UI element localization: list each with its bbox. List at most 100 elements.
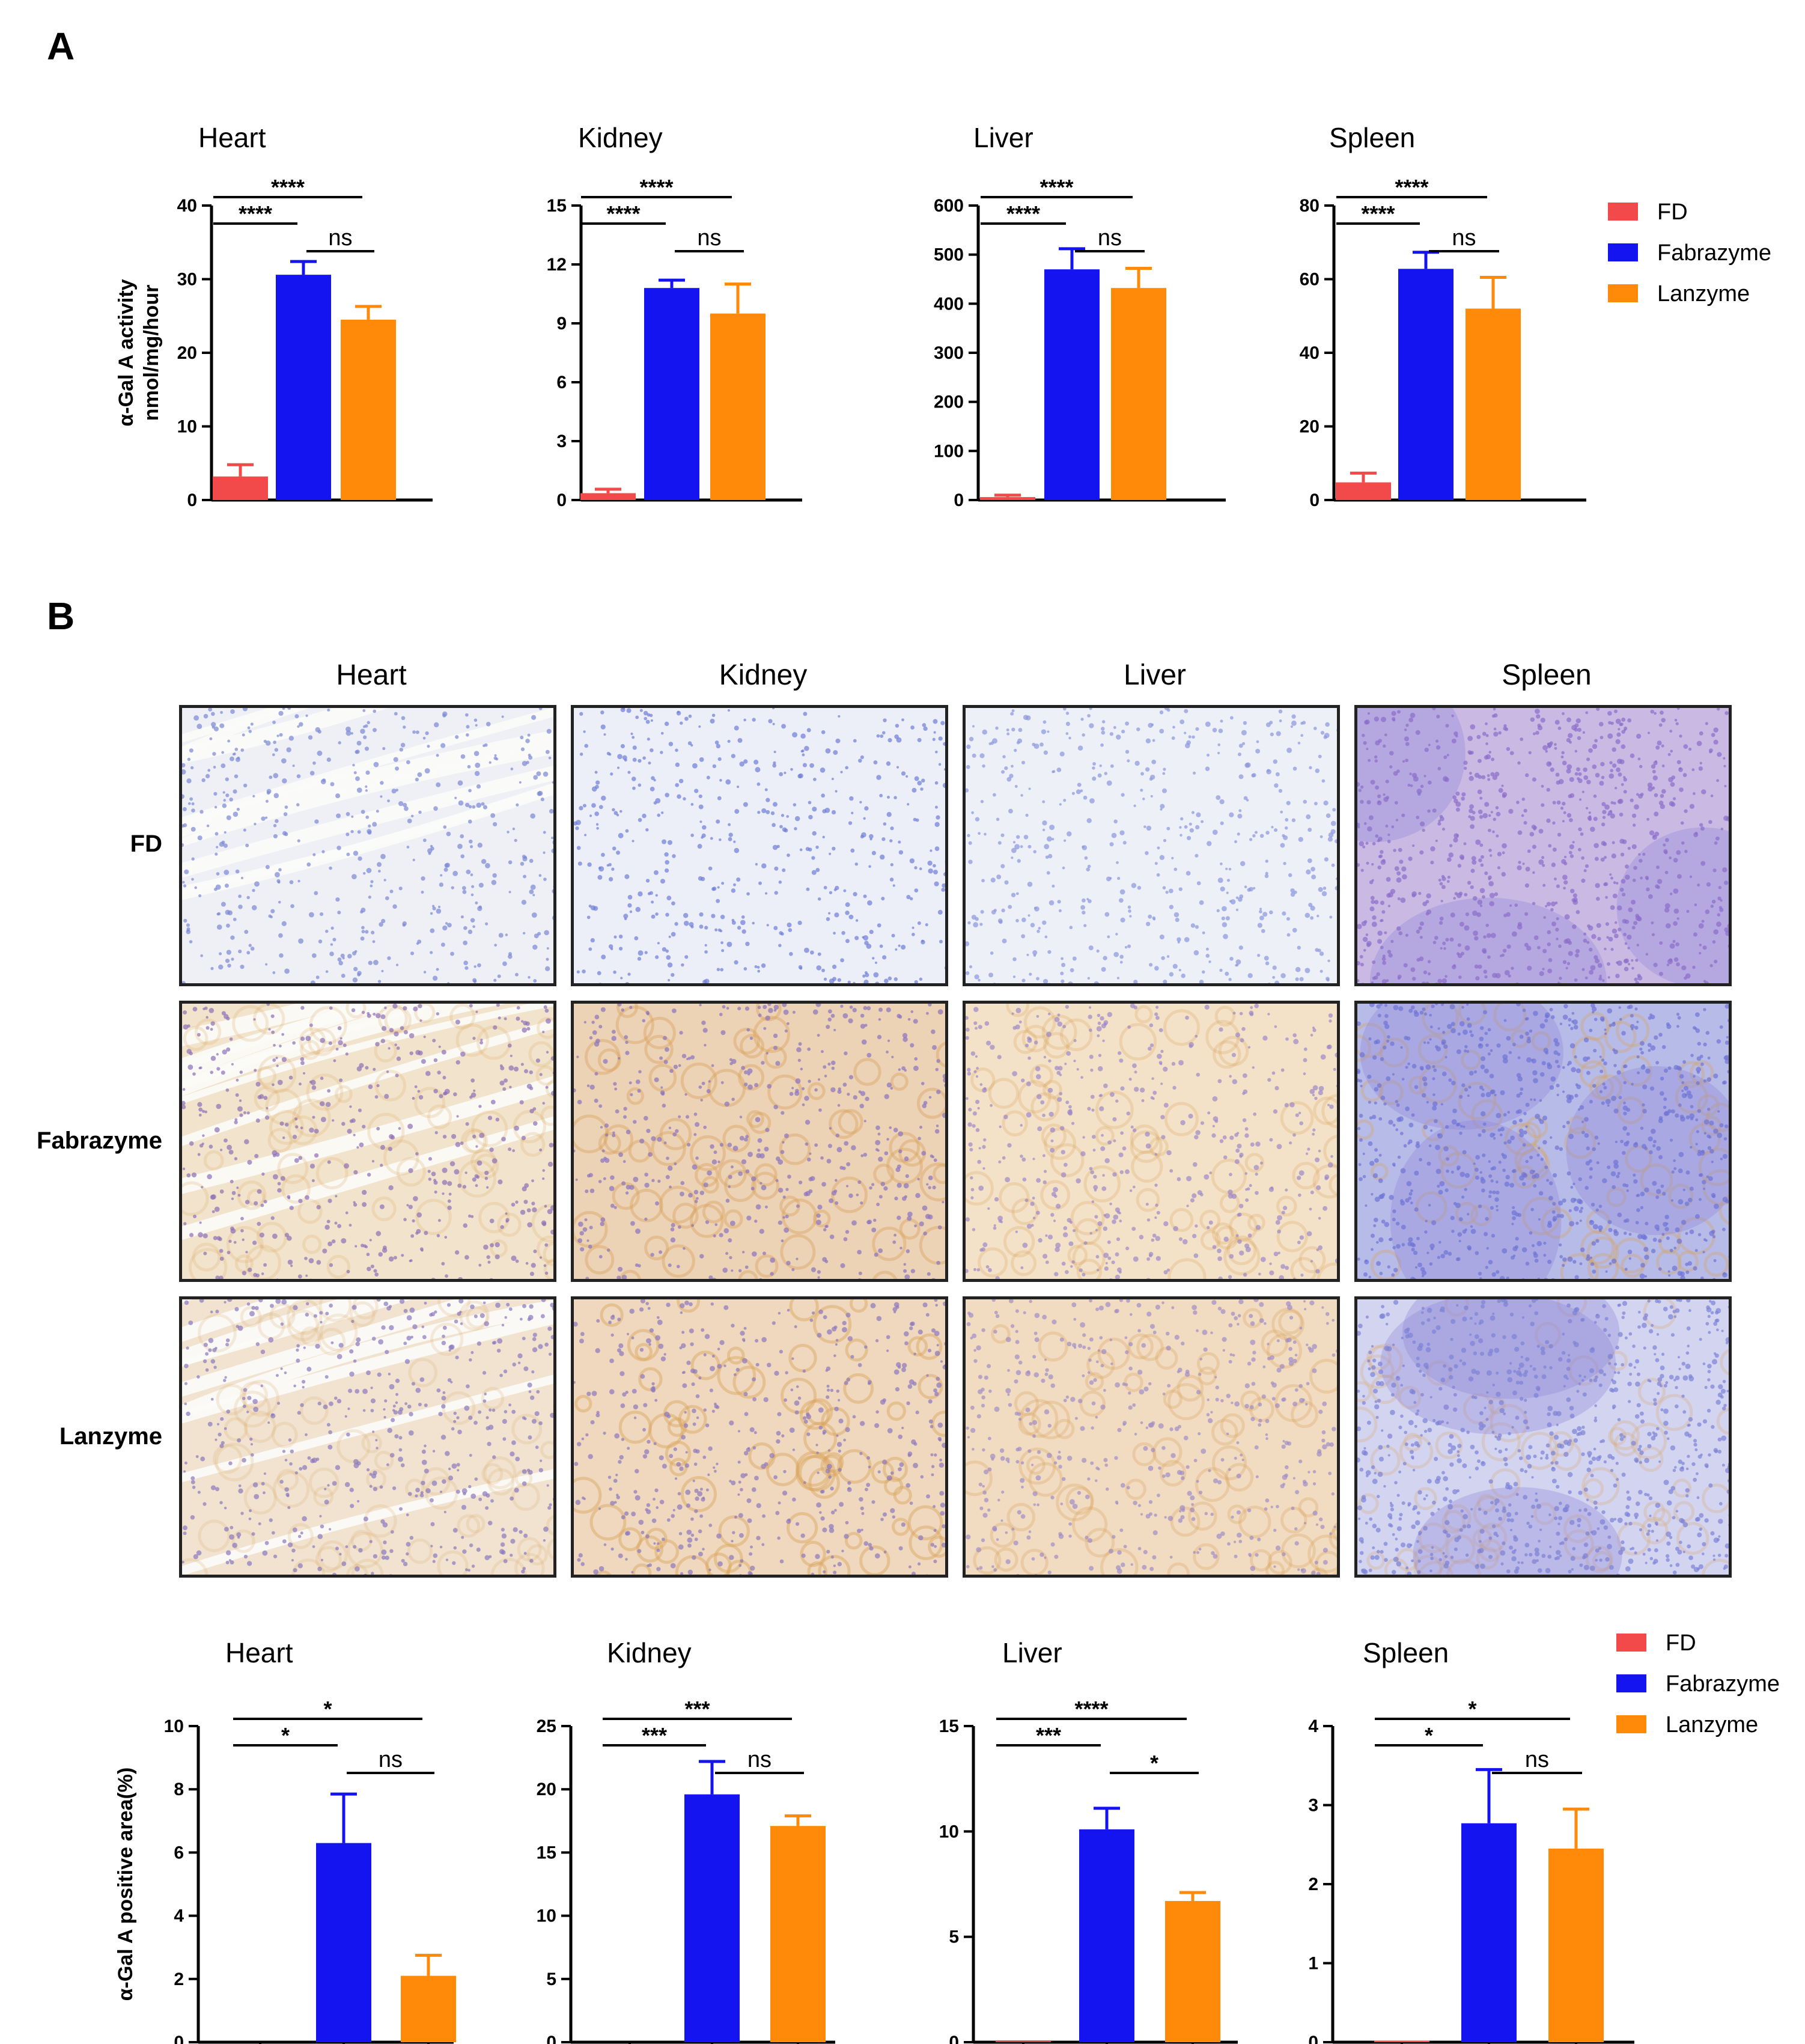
a-y-tick-label: 500: [934, 245, 964, 265]
b-y-tick-label: 25: [537, 1716, 556, 1736]
a-y-tick-label: 20: [1300, 417, 1320, 437]
a-legend-swatch-fabrazyme: [1608, 243, 1638, 261]
a-y-tick-label: 300: [934, 343, 964, 363]
b-legend-label-fabrazyme: Fabrazyme: [1666, 1671, 1780, 1697]
a-significance-label: ****: [1361, 201, 1395, 226]
b-legend-swatch-fd: [1616, 1634, 1646, 1652]
a-significance-label: ****: [606, 201, 640, 226]
b-chart-title: Spleen: [1363, 1637, 1449, 1668]
b-bar-fabrazyme: [316, 1843, 371, 2042]
b-y-tick-label: 4: [1308, 1716, 1318, 1736]
a-chart-liver: Liver 0 100 200 300 400 500 600 ******** ns: [934, 122, 1226, 510]
b-y-tick-label: 6: [174, 1843, 184, 1862]
micrograph-liver-fabrazyme: [963, 1001, 1340, 1282]
b-significance-label: ***: [684, 1697, 710, 1721]
micro-col-title-liver: Liver: [1123, 659, 1187, 691]
a-y-tick-label: 0: [187, 490, 197, 510]
micrograph-kidney-lanzyme: [571, 1296, 948, 1578]
panel-b-label: B: [47, 594, 75, 638]
micro-col-title-heart: Heart: [336, 659, 407, 691]
b-y-axis-label: α-Gal A positive area(%): [114, 1768, 137, 2001]
a-bar-fd: [980, 497, 1035, 500]
b-y-tick-label: 15: [939, 1716, 959, 1736]
b-y-tick-label: 10: [537, 1906, 556, 1926]
micro-row-label-lanzyme: Lanzyme: [59, 1423, 162, 1450]
b-significance-label: ns: [379, 1747, 403, 1772]
a-significance-label: ns: [328, 225, 352, 251]
b-y-tick-label: 20: [537, 1780, 556, 1799]
b-significance-label: *: [1425, 1723, 1433, 1748]
a-significance-label: ****: [639, 175, 673, 200]
a-significance-label: ****: [1395, 175, 1428, 200]
a-y-tick-label: 60: [1300, 270, 1320, 290]
b-significance-label: ****: [1074, 1697, 1108, 1721]
b-y-tick-label: 1: [1308, 1954, 1318, 1974]
b-significance-label: ***: [642, 1723, 667, 1748]
b-legend-label-lanzyme: Lanzyme: [1666, 1712, 1758, 1737]
a-y-tick-label: 40: [1300, 343, 1320, 363]
a-significance-label: ns: [1098, 225, 1122, 251]
a-y-tick-label: 3: [556, 432, 567, 451]
a-chart-spleen: Spleen 0 20 40 60 80 ******** ns: [1300, 122, 1586, 510]
b-significance-label: *: [323, 1697, 332, 1721]
a-bar-lanzyme: [710, 313, 766, 500]
a-bar-fabrazyme: [1044, 269, 1100, 500]
a-significance-label: ns: [697, 225, 721, 251]
b-bar-lanzyme: [1548, 1848, 1604, 2042]
a-y-tick-label: 400: [934, 294, 964, 314]
a-y-axis-label: α-Gal A activity: [115, 279, 138, 426]
a-y-tick-label: 12: [547, 255, 567, 275]
b-chart-title: Heart: [225, 1637, 293, 1668]
a-y-tick-label: 0: [954, 490, 964, 510]
b-y-tick-label: 5: [546, 1969, 556, 1989]
panel-a-label: A: [47, 25, 75, 68]
b-legend-label-fd: FD: [1666, 1631, 1696, 1656]
a-legend-label-fd: FD: [1657, 200, 1688, 225]
b-y-tick-label: 0: [546, 2033, 556, 2044]
a-y-tick-label: 100: [934, 441, 964, 461]
a-y-axis-label: nmol/mg/hour: [140, 285, 163, 421]
a-y-tick-label: 40: [177, 196, 197, 216]
a-y-tick-label: 0: [556, 490, 567, 510]
a-significance-label: ns: [1452, 225, 1476, 251]
b-chart-heart: Heart 0 2 4 6 8 10 * * ns α-Gal A positive area(%): [114, 1637, 456, 2044]
b-chart-title: Kidney: [607, 1637, 692, 1668]
micro-row-label-fd: FD: [130, 831, 162, 857]
b-bar-fabrazyme: [684, 1794, 740, 2042]
b-y-tick-label: 4: [174, 1906, 184, 1926]
a-y-tick-label: 9: [556, 314, 567, 334]
a-bar-fabrazyme: [276, 275, 331, 500]
a-chart-title: Heart: [198, 122, 266, 153]
a-bar-lanzyme: [1466, 308, 1521, 500]
b-y-tick-label: 3: [1308, 1796, 1318, 1816]
micro-col-title-kidney: Kidney: [719, 659, 808, 691]
a-chart-title: Spleen: [1329, 122, 1415, 153]
b-legend-swatch-lanzyme: [1616, 1715, 1646, 1733]
b-y-tick-label: 2: [1308, 1875, 1318, 1894]
b-y-tick-label: 5: [949, 1927, 959, 1947]
a-chart-kidney: Kidney 0 3 6 9 12 15 ******** ns: [547, 122, 802, 510]
b-bar-lanzyme: [401, 1975, 456, 2042]
b-bar-fd: [1374, 2040, 1429, 2042]
micrograph-heart-lanzyme: [179, 1296, 556, 1578]
micro-col-title-spleen: Spleen: [1502, 659, 1592, 691]
b-y-tick-label: 15: [537, 1843, 556, 1862]
b-y-tick-label: 0: [174, 2033, 184, 2044]
b-significance-label: *: [281, 1723, 290, 1748]
a-y-tick-label: 0: [1309, 490, 1320, 510]
b-bar-lanzyme: [1165, 1901, 1220, 2042]
b-significance-label: ***: [1036, 1723, 1061, 1748]
a-y-tick-label: 200: [934, 392, 964, 412]
a-y-tick-label: 10: [177, 417, 197, 437]
b-chart-spleen: Spleen 0 1 2 3 4 * * ns: [1308, 1637, 1634, 2044]
a-chart-heart: Heart 0 10 20 30 40 ******** ns α-Gal A activity…: [115, 122, 433, 510]
a-bar-fabrazyme: [1398, 269, 1453, 500]
b-y-tick-label: 0: [1308, 2033, 1318, 2044]
a-y-tick-label: 30: [177, 270, 197, 290]
b-bar-fd: [996, 2041, 1051, 2042]
micrograph-liver-lanzyme: [963, 1296, 1340, 1578]
b-significance-label: *: [1150, 1751, 1158, 1775]
b-significance-label: ns: [747, 1747, 772, 1772]
